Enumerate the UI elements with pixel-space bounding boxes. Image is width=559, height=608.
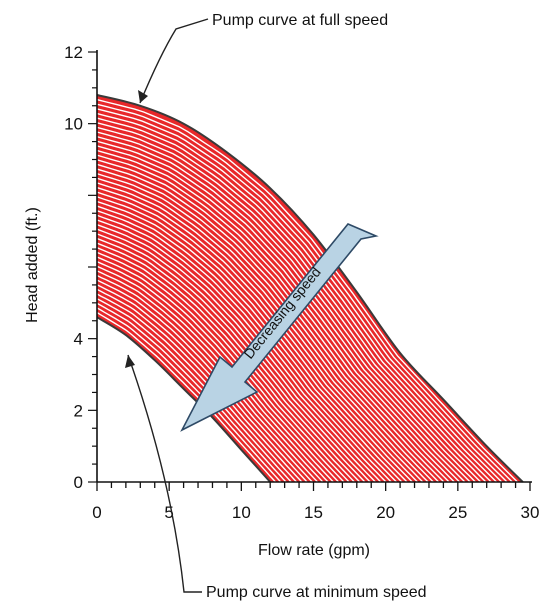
band-hatch-line: [97, 233, 366, 482]
annotation-full-speed-arrowhead: [138, 90, 148, 103]
y-tick-label: 0: [74, 473, 83, 492]
band-hatch-line: [97, 196, 408, 482]
band-hatch-line: [97, 205, 398, 482]
band-hatch-line: [97, 223, 376, 482]
band-hatch-line: [97, 191, 413, 482]
band-hatch-line: [97, 210, 392, 482]
y-tick-label: 2: [74, 401, 83, 420]
x-tick-label: 15: [304, 503, 323, 522]
annotation-minimum-speed-arrowhead: [125, 355, 135, 368]
band-hatch-line: [97, 251, 345, 482]
series-minimum-speed-line: [96, 316, 271, 483]
band-hatch-line: [97, 298, 292, 482]
band-hatch-line: [97, 247, 350, 482]
annotation-minimum-speed: Pump curve at minimum speed: [206, 584, 427, 601]
band-hatch-line: [97, 219, 382, 482]
band-hatch-line: [97, 200, 403, 482]
band-hatch-line: [97, 307, 282, 482]
band-hatch-line: [97, 256, 340, 482]
x-axis-title: Flow rate (gpm): [258, 542, 370, 559]
band-hatch-line: [97, 311, 277, 482]
y-tick-label: 10: [64, 115, 83, 134]
band-hatch-line: [97, 284, 308, 482]
x-tick-label: 25: [448, 503, 467, 522]
band-hatch-line: [97, 288, 303, 482]
annotation-full-speed: Pump curve at full speed: [212, 12, 388, 29]
axis-ticks: 0 5 10 15 20 25 30 0 2 4 10 12: [64, 43, 539, 522]
y-tick-label: 12: [64, 43, 83, 62]
band-hatch-line: [97, 242, 355, 482]
y-tick-label: 4: [74, 330, 83, 349]
band-hatch-line: [97, 214, 387, 482]
annotation-full-speed-leader: [139, 18, 209, 104]
y-axis-title: Head added (ft.): [24, 207, 41, 323]
band-hatch-line: [97, 237, 361, 482]
x-tick-label: 5: [164, 503, 173, 522]
x-tick-label: 20: [376, 503, 395, 522]
decreasing-speed-arrow-shape: [180, 223, 379, 432]
band-hatch-line: [97, 186, 419, 482]
band-hatch-line: [97, 228, 371, 482]
x-tick-label: 30: [521, 503, 540, 522]
band-hatch-line: [97, 302, 287, 482]
annotation-minimum-speed-leader: [127, 354, 202, 593]
band-hatch-line: [97, 293, 298, 482]
x-tick-label: 0: [92, 503, 101, 522]
series-full-speed-line: [96, 94, 524, 483]
x-tick-label: 10: [232, 503, 251, 522]
